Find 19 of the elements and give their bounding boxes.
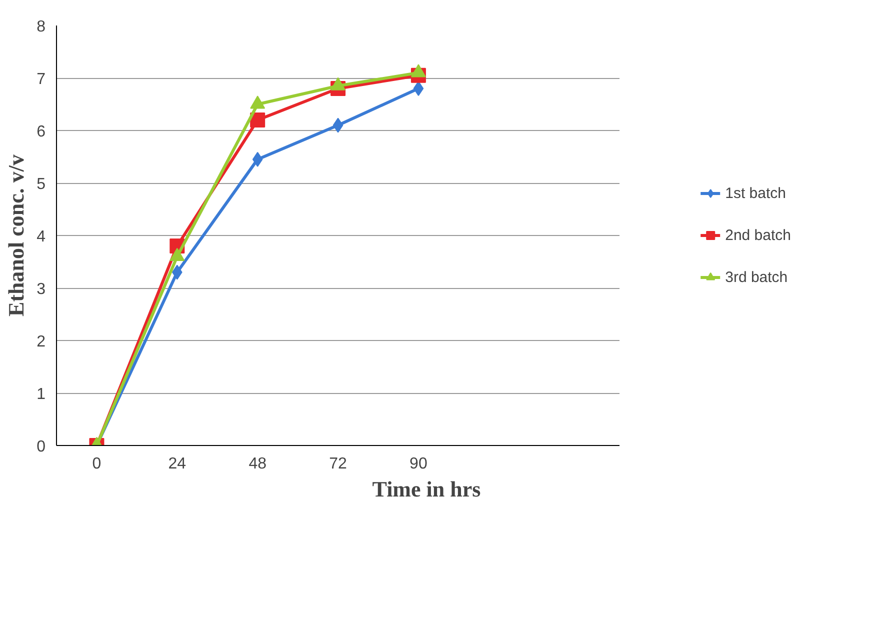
y-tick-label: 0: [36, 438, 46, 456]
x-axis-title: Time in hrs: [372, 476, 482, 502]
legend-label: 2nd batch: [725, 226, 791, 244]
legend-label: 3rd batch: [725, 268, 788, 286]
x-tick-label: 90: [410, 456, 428, 472]
y-tick-label: 3: [36, 281, 46, 298]
y-tick-label: 2: [36, 334, 46, 350]
x-tick-label: 0: [92, 456, 102, 472]
y-tick-label: 8: [36, 18, 46, 36]
y-tick-label: 1: [36, 386, 46, 403]
x-tick-label: 72: [329, 456, 348, 472]
y-tick-label: 7: [36, 71, 46, 88]
x-tick-label: 24: [168, 456, 186, 472]
legend-label: 1st batch: [725, 184, 786, 202]
y-tick-label: 4: [36, 228, 46, 246]
x-tick-label: 48: [248, 456, 267, 472]
y-tick-label: 6: [36, 124, 46, 140]
y-axis-title: Ethanol conc. v/v: [4, 154, 29, 316]
y-tick-label: 5: [36, 176, 46, 193]
